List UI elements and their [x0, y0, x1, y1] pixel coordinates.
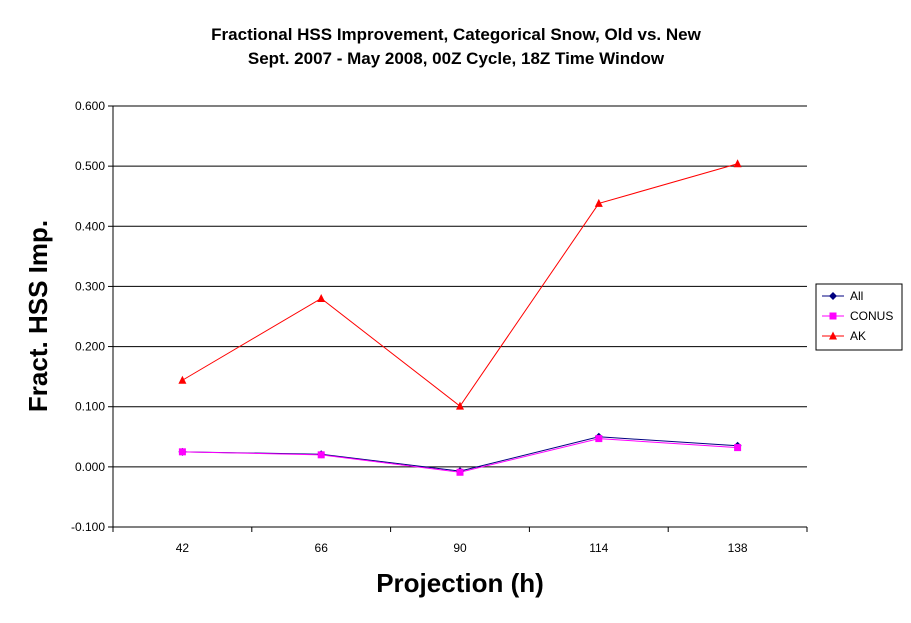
y-tick-label: 0.600	[75, 99, 105, 113]
x-tick-label: 42	[176, 541, 190, 555]
x-tick-label: 66	[315, 541, 329, 555]
y-tick-label: 0.400	[75, 219, 105, 233]
data-point-conus	[178, 448, 186, 456]
x-tick-label: 138	[728, 541, 748, 555]
data-point-conus	[595, 435, 603, 443]
chart-title: Fractional HSS Improvement, Categorical …	[211, 25, 701, 44]
data-point-conus	[456, 468, 464, 476]
x-axis-title: Projection (h)	[376, 568, 544, 598]
data-point-conus	[734, 444, 742, 452]
plot-area: -0.100 0.000 0.100 0.200 0.300 0.400 0.500 0.60…	[71, 99, 808, 555]
data-point-ak	[594, 198, 603, 207]
y-tick-label: -0.100	[71, 520, 105, 534]
data-point-ak	[178, 375, 187, 384]
legend-label-all: All	[850, 289, 863, 303]
data-point-ak	[317, 293, 326, 302]
y-tick-label: 0.200	[75, 340, 105, 354]
y-tick-label: 0.300	[75, 279, 105, 293]
data-point-conus	[317, 451, 325, 459]
y-tick-label: 0.500	[75, 159, 105, 173]
x-tick-label: 90	[453, 541, 467, 555]
legend-marker-ak	[829, 331, 837, 340]
legend-marker-all	[829, 292, 837, 300]
data-point-ak	[733, 159, 742, 168]
data-point-ak	[456, 401, 464, 410]
legend-label-conus: CONUS	[850, 309, 893, 323]
legend: All CONUS AK	[815, 283, 903, 351]
chart-subtitle: Sept. 2007 - May 2008, 00Z Cycle, 18Z Ti…	[248, 49, 665, 68]
series-line-ak	[182, 163, 738, 407]
legend-label-ak: AK	[850, 329, 866, 343]
y-tick-label: 0.100	[75, 400, 105, 414]
legend-marker-conus	[829, 312, 837, 320]
y-axis-title: Fract. HSS Imp.	[23, 220, 53, 412]
x-tick-label: 114	[589, 541, 608, 555]
y-tick-label: 0.000	[75, 460, 105, 474]
